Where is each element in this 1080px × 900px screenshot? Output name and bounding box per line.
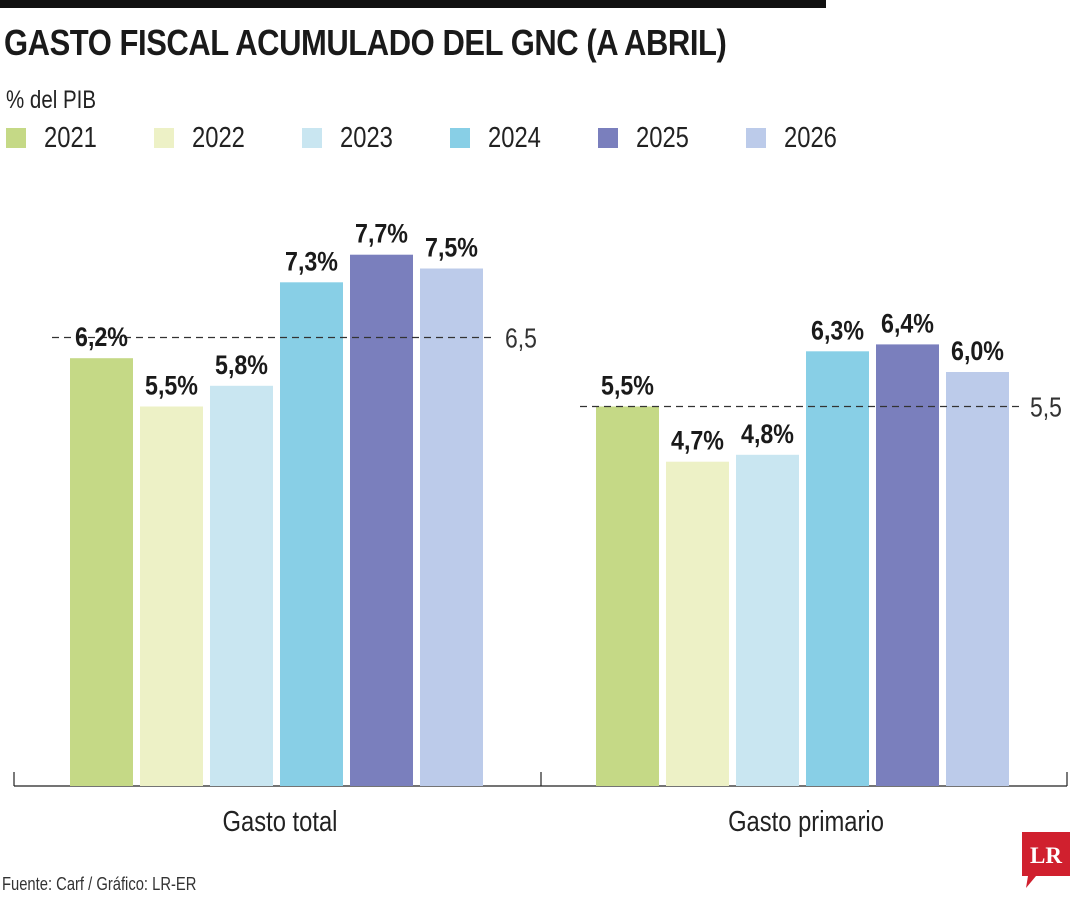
legend-label: 2026 [784, 122, 837, 154]
legend-swatch [746, 128, 766, 148]
legend-label: 2022 [192, 122, 245, 154]
top-rule [0, 0, 826, 8]
chart-subtitle: % del PIB [6, 86, 97, 114]
source-note: Fuente: Carf / Gráfico: LR-ER [2, 874, 197, 894]
category-label: Gasto total [223, 805, 338, 838]
reference-line-label: 6,5 [505, 323, 537, 354]
reference-line-label: 5,5 [1030, 392, 1062, 423]
data-label: 7,7% [355, 219, 408, 249]
svg-text:LR: LR [1030, 843, 1062, 868]
data-label: 4,7% [671, 426, 724, 456]
speech-bubble-logo-icon: LR [1022, 832, 1070, 888]
bar-2025-1 [876, 344, 939, 786]
legend-label: 2021 [44, 122, 97, 154]
bar-2026-1 [946, 372, 1009, 786]
category-label: Gasto primario [728, 805, 884, 838]
legend-swatch [450, 128, 470, 148]
legend-swatch [302, 128, 322, 148]
data-label: 6,2% [75, 323, 128, 353]
bar-2022-0 [140, 406, 203, 786]
bar-2021-1 [596, 406, 659, 786]
chart-title: GASTO FISCAL ACUMULADO DEL GNC (A ABRIL) [4, 22, 727, 63]
legend-label: 2023 [340, 122, 393, 154]
bar-2024-1 [806, 351, 869, 786]
data-label: 5,5% [601, 371, 654, 401]
bar-2023-0 [210, 385, 273, 786]
bar-2024-0 [280, 282, 343, 786]
bar-2021-0 [70, 358, 133, 786]
data-label: 6,4% [881, 309, 934, 339]
data-label: 7,3% [285, 247, 338, 277]
bar-2022-1 [666, 461, 729, 786]
bar-2023-1 [736, 454, 799, 786]
data-label: 6,3% [811, 316, 864, 346]
data-label: 6,0% [951, 336, 1004, 366]
legend: 2021 2022 2023 2024 2025 2026 [6, 122, 906, 156]
data-label: 4,8% [741, 419, 794, 449]
legend-label: 2024 [488, 122, 541, 154]
data-label: 5,5% [145, 371, 198, 401]
data-label: 5,8% [215, 350, 268, 380]
data-label: 7,5% [425, 233, 478, 263]
bar-chart: 6,5 5,5 6,2% 5,5% 5,8% 7,3% 7,7% 7,5% 5,5% 4,7% 4,… [13, 219, 1068, 838]
legend-label: 2025 [636, 122, 689, 154]
legend-swatch [6, 128, 26, 148]
bar-2025-0 [350, 254, 413, 786]
legend-swatch [154, 128, 174, 148]
legend-swatch [598, 128, 618, 148]
bar-2026-0 [420, 268, 483, 786]
